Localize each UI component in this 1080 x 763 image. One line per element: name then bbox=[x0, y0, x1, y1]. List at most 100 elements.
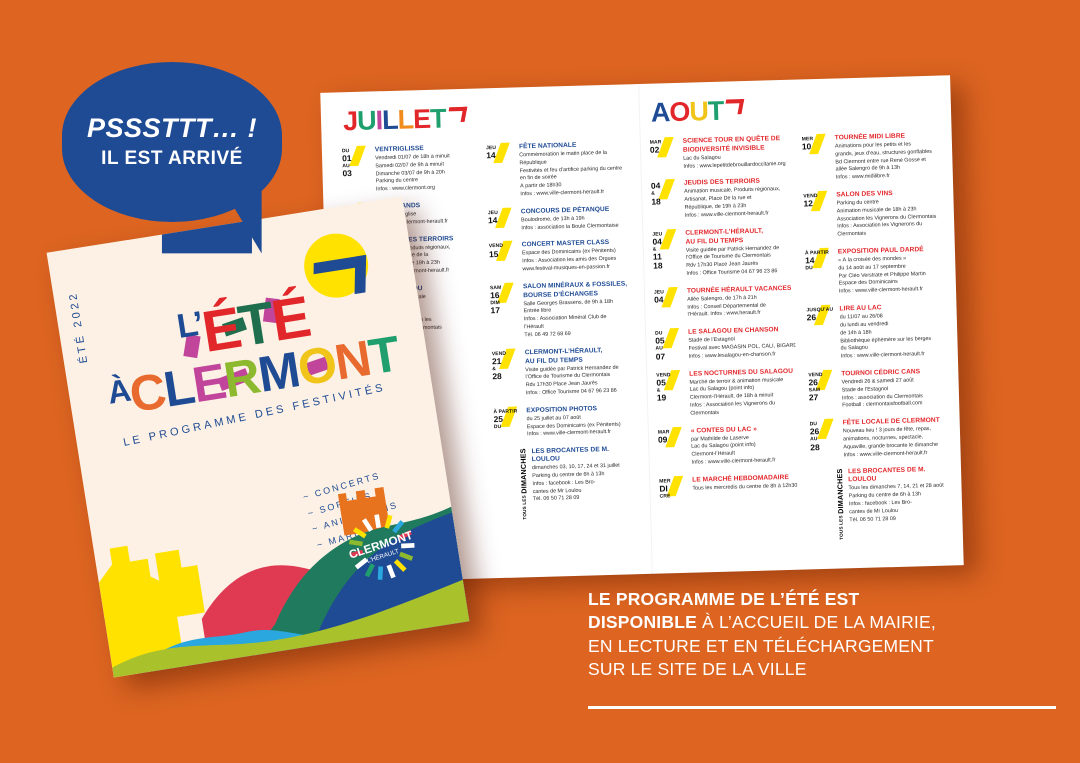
event-detail-line: Infos : www.ville-clermont-herault.fr bbox=[526, 429, 612, 438]
event-body: SALON DES VINS Parking du centre Animation… bbox=[836, 189, 940, 240]
event-item: VEND 05 & 19 LES NOCTURNES DU SALAGOU Marché … bbox=[656, 367, 797, 419]
event-details: Nouveau lieu ! 3 jours de fête, repas, an… bbox=[843, 426, 947, 460]
event-day: 14 bbox=[487, 215, 498, 226]
event-details: « À la croisée des mondes » du 14 août au… bbox=[838, 255, 942, 297]
event-body: LES NOCTURNES DU SALAGOU Marché de terroi… bbox=[689, 367, 797, 418]
event-detail-line: Infos : www.clermont.org bbox=[375, 184, 436, 193]
event-item: TOUS LES DIMANCHES LES BROCANTES DE M. LO… bbox=[811, 466, 949, 541]
event-details: dimanches 03, 10, 17, 24 et 31 juillet Pa… bbox=[532, 462, 640, 504]
event-date: À PARTIR 14 DU bbox=[805, 247, 839, 298]
event-item: DU 26 AU 28 FÊTE LOCALE DE CLERMONT Nouveau l… bbox=[810, 417, 947, 461]
column-aout-right: MER 10 TOURNÉE MIDI LIBRE Animations pour l… bbox=[795, 92, 954, 560]
event-details: Vendredi 01/07 de 18h à minuit Samedi 02/… bbox=[375, 153, 475, 195]
event-details: Animation musicale, Produits régionaux, A… bbox=[684, 186, 792, 220]
event-detail-line: Tél. 06 50 71 28 09 bbox=[532, 495, 580, 503]
promo-line-2: DISPONIBLE À L’ACCUEIL DE LA MAIRIE, bbox=[588, 611, 1058, 634]
event-date: JEU 04 & 11 18 bbox=[652, 228, 686, 279]
event-body: « CONTES DU LAC » par Mathilde de Laserve… bbox=[691, 424, 799, 467]
event-date: JEU 14 bbox=[487, 207, 522, 233]
event-item: 04 & 18 JEUDIS DES TERROIRS Animation musica… bbox=[651, 177, 792, 221]
recurring-label: TOUS LES DIMANCHES bbox=[494, 448, 533, 520]
event-item: VEND 21 & 28 CLERMONT-L’HÉRAULT, AU FIL DU TE… bbox=[492, 346, 637, 399]
event-details: Vendredi 26 & samedi 27 août Stade de l’E… bbox=[841, 376, 945, 410]
event-body: TOURNÉE MIDI LIBRE Animations pour les pe… bbox=[835, 132, 939, 183]
event-date: JEU 14 bbox=[486, 142, 521, 200]
event-body: CONCERT MASTER CLASS Espace des Dominicai… bbox=[522, 239, 634, 274]
event-title: LES BROCANTES DE M. LOULOU bbox=[531, 446, 610, 464]
event-details: Tous les mercredis du centre de 8h à 12h… bbox=[692, 482, 799, 493]
event-day: 07 bbox=[655, 350, 666, 362]
event-item: VEND 15 CONCERT MASTER CLASS Espace des Dom… bbox=[489, 239, 634, 275]
event-date: VEND 15 bbox=[488, 241, 523, 275]
event-day: 17 bbox=[490, 305, 501, 316]
promo-line-2-rest: À L’ACCUEIL DE LA MAIRIE, bbox=[696, 612, 936, 633]
event-item: DU 05 AU 07 LE SALAGOU EN CHANSON Stade de l’… bbox=[655, 326, 796, 362]
month-heading-juillet: JUILLET bbox=[343, 103, 474, 136]
speech-bubble-text: PSSSTTT… ! IL EST ARRIVÉ bbox=[62, 62, 282, 222]
event-details: Salle Georges Brassens, de 9h à 18h Entré… bbox=[523, 298, 635, 340]
event-item: MER DI CRE LE MARCHÉ HEBDOMADAIRE Tous les m… bbox=[659, 474, 800, 500]
event-detail-line: Football : clermontaisfootball.com bbox=[842, 400, 923, 409]
event-details: Stade de l’Estagnol Festival avec MAGASIN… bbox=[688, 335, 796, 361]
event-date: VEND 21 & 28 bbox=[492, 348, 526, 399]
promo-line-3: EN LECTURE ET EN TÉLÉCHARGEMENT bbox=[588, 635, 934, 656]
event-body: LE MARCHÉ HEBDOMADAIRE Tous les mercredis… bbox=[692, 474, 800, 499]
event-details: Lac du Salagou Infos : www.lepetitdebroui… bbox=[683, 153, 790, 172]
event-item: VEND 26 SAM 27 TOURNOI CÉDRIC CANS Vendredi 2… bbox=[808, 368, 945, 412]
event-date: MAR 09 bbox=[657, 426, 692, 468]
event-detail-line: Infos : www.midilibre.fr bbox=[835, 173, 890, 181]
event-item: JEU 14 FÊTE NATIONALE Commémoration le mati… bbox=[486, 140, 631, 200]
event-body: LE SALAGOU EN CHANSON Stade de l’Estagnol… bbox=[688, 326, 796, 361]
event-detail-line: Infos : Office Tourisme 04 67 96 23 86 bbox=[686, 268, 778, 277]
event-details: Tous les dimanches 7, 14, 21 et 28 août P… bbox=[848, 483, 948, 525]
event-item: À PARTIR 14 DU EXPOSITION PAUL DARDÉ « À la … bbox=[805, 246, 942, 298]
event-details: Espace des Dominicains (ex Pénitents) Inf… bbox=[522, 248, 633, 275]
event-list-aout-right: MER 10 TOURNÉE MIDI LIBRE Animations pour l… bbox=[802, 132, 949, 541]
speech-bubble bbox=[62, 62, 282, 222]
event-body: FÊTE NATIONALE Commémoration le matin pla… bbox=[519, 140, 631, 199]
event-detail-line: Clermontais bbox=[837, 230, 867, 238]
event-item: SAM 16 DIM 17 SALON MINÉRAUX & FOSSILES, BOUR… bbox=[490, 280, 635, 341]
bubble-line-1: PSSSTTT… ! bbox=[86, 112, 257, 143]
event-body: VENTRIGLISSE Vendredi 01/07 de 18h à minu… bbox=[375, 144, 475, 195]
event-details: Allée Salengro, de 17h à 21h Infos : Cons… bbox=[687, 293, 795, 319]
promo-text-block: LE PROGRAMME DE L’ÉTÉ EST DISPONIBLE À L… bbox=[588, 588, 1058, 681]
event-date: MAR 02 bbox=[650, 137, 684, 172]
event-detail-line: Infos : www.ville-clermont-herault.fr bbox=[838, 286, 923, 295]
recurring-label-text: TOUS LES DIMANCHES bbox=[518, 448, 529, 521]
brochure-cover: ÉTÉ 2022 L’ÉTÉ ÀCLERMONT LE PROGRAMME DE… bbox=[46, 196, 470, 678]
event-body: CLERMONT-L’HÉRAULT, AU FIL DU TEMPS Visite… bbox=[685, 226, 793, 278]
promo-line-4: SUR LE SITE DE LA VILLE bbox=[588, 658, 807, 679]
event-details: par Mathilde de Laserve Lac du Salagou (p… bbox=[691, 433, 799, 467]
event-body: JEUDIS DES TERROIRS Animation musicale, P… bbox=[684, 177, 792, 220]
event-item: JEU 14 CONCOURS DE PÉTANQUE Boulodrome, de … bbox=[488, 205, 632, 234]
event-day: 28 bbox=[810, 441, 820, 452]
promo-divider bbox=[588, 706, 1056, 709]
event-detail-line: Infos : Office Tourisme 04 67 96 23 86 bbox=[525, 387, 617, 397]
event-day: 10 bbox=[801, 141, 812, 152]
recurring-label-text: TOUS LES DIMANCHES bbox=[834, 468, 845, 541]
event-list-aout-left: MAR 02 SCIENCE TOUR EN QUÊTE DE BIODIVERSIT… bbox=[650, 135, 800, 500]
event-body: LES BROCANTES DE M. LOULOU dimanches 03, … bbox=[531, 445, 640, 519]
event-day: 12 bbox=[803, 198, 813, 209]
event-item: MAR 02 SCIENCE TOUR EN QUÊTE DE BIODIVERSIT… bbox=[650, 135, 791, 172]
event-body: CONCOURS DE PÉTANQUE Boulodrome, de 13h à… bbox=[521, 205, 632, 233]
event-date-connector: DU bbox=[805, 265, 813, 272]
event-day: 15 bbox=[488, 248, 499, 259]
event-details: Visite guidée par Patrick Hernandez de l’… bbox=[525, 364, 637, 398]
recurring-label: TOUS LES DIMANCHES bbox=[811, 469, 850, 541]
event-item: DU 01 AU 03 VENTRIGLISSE Vendredi 01/07 de 18… bbox=[342, 144, 475, 196]
event-detail-line: Tous les mercredis du centre de 8h à 12h… bbox=[692, 482, 798, 492]
event-details: Animations pour les petits et les grands,… bbox=[835, 141, 939, 183]
event-date: DU 26 AU 28 bbox=[810, 418, 844, 461]
column-juillet-right: JEU 14 FÊTE NATIONALE Commémoration le mati… bbox=[479, 100, 648, 568]
event-day: 09 bbox=[657, 434, 668, 445]
event-details: Marché de terroir & animation musicale La… bbox=[689, 376, 797, 418]
event-body: EXPOSITION PHOTOS du 25 juillet au 07 aoû… bbox=[526, 404, 638, 439]
event-list-juillet-right: JEU 14 FÊTE NATIONALE Commémoration le mati… bbox=[486, 140, 640, 520]
event-day: 04 bbox=[654, 294, 664, 305]
event-body: LIRE AU LAC du 11/07 au 26/08 du lundi au … bbox=[839, 303, 944, 362]
event-date: VEND 26 SAM 27 bbox=[808, 369, 842, 411]
recurring-label-prefix: TOUS LES bbox=[837, 514, 844, 541]
